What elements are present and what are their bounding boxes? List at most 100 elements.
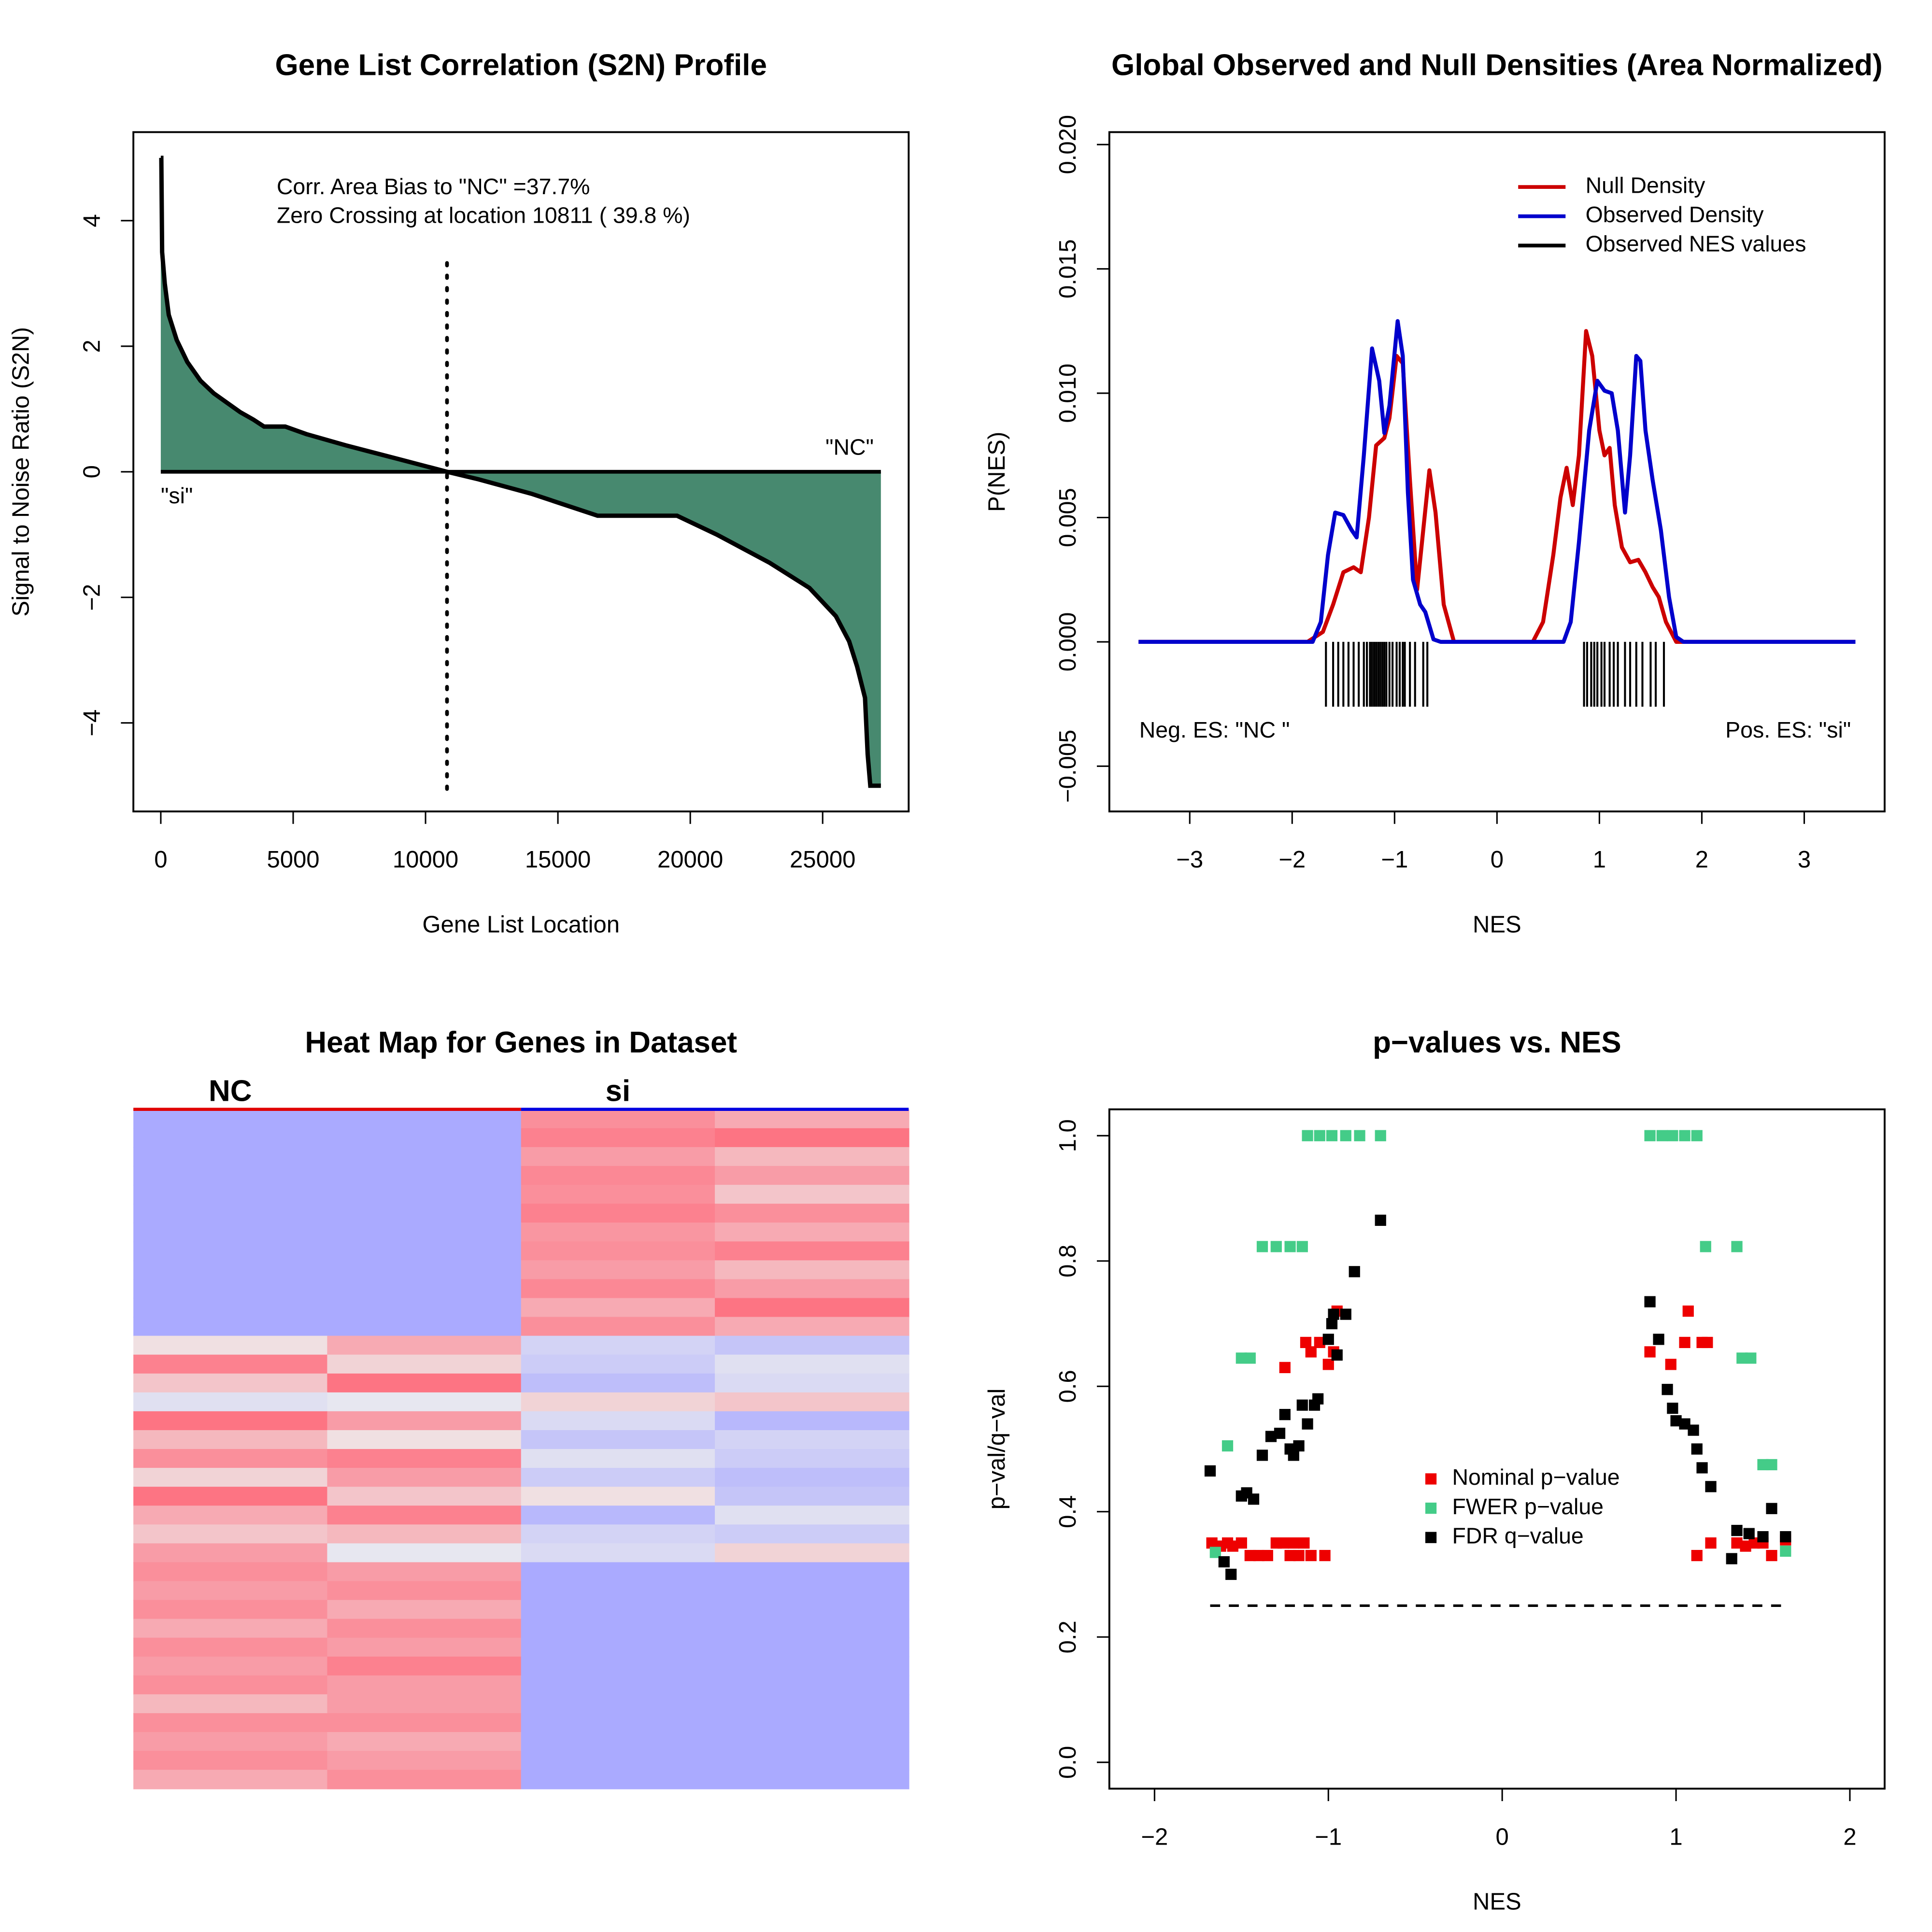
point: [1691, 1443, 1703, 1455]
heat-cell: [715, 1656, 909, 1676]
point: [1665, 1359, 1676, 1370]
heat-cell: [521, 1751, 716, 1771]
heat-cell: [521, 1637, 716, 1658]
point: [1314, 1130, 1325, 1141]
y-tick-label: 0.6: [1055, 1370, 1081, 1403]
y-tick-label: 1.0: [1055, 1119, 1081, 1152]
heat-cell: [327, 1694, 522, 1714]
heat-cell: [327, 1487, 522, 1506]
point: [1296, 1399, 1308, 1411]
y-tick-label: 0.0: [1055, 1746, 1081, 1779]
heat-cell: [521, 1298, 716, 1318]
point: [1236, 1537, 1247, 1549]
x-tick-label: 15000: [525, 847, 591, 873]
point: [1326, 1318, 1338, 1330]
point: [1705, 1537, 1717, 1549]
point: [1375, 1214, 1386, 1226]
legend-label: Observed NES values: [1586, 231, 1806, 256]
heat-cell: [327, 1770, 522, 1790]
annotation: Zero Crossing at location 10811 ( 39.8 %…: [277, 202, 690, 227]
heat-cell: [327, 1524, 522, 1544]
y-tick-label: −2: [79, 584, 105, 611]
x-tick-label: 0: [1491, 847, 1504, 873]
heat-cell: [327, 1317, 522, 1336]
point: [1248, 1493, 1260, 1505]
y-tick-label: 0: [79, 465, 105, 478]
x-tick-label: −2: [1279, 847, 1306, 873]
heat-cell: [327, 1260, 522, 1280]
heat-cell: [715, 1128, 909, 1148]
point: [1679, 1336, 1690, 1349]
heat-cell: [133, 1298, 328, 1318]
legend-label: FWER p−value: [1452, 1494, 1604, 1519]
heat-cell: [521, 1581, 716, 1601]
heat-cell: [521, 1713, 716, 1733]
heat-cell: [133, 1411, 328, 1431]
chart-title: Gene List Correlation (S2N) Profile: [275, 49, 767, 82]
heat-cell: [521, 1675, 716, 1695]
heat-cell: [327, 1128, 522, 1148]
point: [1679, 1418, 1690, 1430]
point: [1319, 1549, 1331, 1562]
heat-cell: [327, 1600, 522, 1619]
x-tick-label: 2: [1843, 1824, 1856, 1850]
heat-cell: [133, 1449, 328, 1469]
point: [1278, 1537, 1289, 1549]
heat-cell: [715, 1600, 909, 1619]
heat-cell: [327, 1279, 522, 1299]
point: [1700, 1241, 1711, 1252]
heat-cell: [715, 1279, 909, 1299]
point: [1218, 1556, 1230, 1568]
group-label: NC: [209, 1075, 252, 1108]
x-tick-label: 0: [154, 847, 167, 873]
heat-cell: [521, 1430, 716, 1450]
heat-cell: [715, 1430, 909, 1450]
heat-cell: [327, 1562, 522, 1582]
point: [1222, 1440, 1234, 1452]
point: [1653, 1334, 1664, 1345]
point: [1702, 1336, 1713, 1349]
heat-cell: [327, 1430, 522, 1450]
heat-cell: [715, 1411, 909, 1431]
point: [1731, 1241, 1743, 1252]
heat-cell: [715, 1260, 909, 1280]
heat-cell: [133, 1543, 328, 1563]
density-line: [1138, 319, 1856, 644]
heat-cell: [715, 1751, 909, 1771]
point: [1731, 1525, 1743, 1536]
heat-cell: [327, 1109, 522, 1129]
point: [1766, 1459, 1777, 1471]
heat-cell: [327, 1713, 522, 1733]
y-tick-label: 0.000: [1055, 612, 1081, 672]
heat-cell: [715, 1335, 909, 1355]
point: [1256, 1449, 1268, 1461]
point: [1227, 1540, 1238, 1552]
heat-cell: [327, 1656, 522, 1676]
heat-cell: [715, 1109, 909, 1129]
heat-cell: [327, 1185, 522, 1205]
heat-cell: [715, 1506, 909, 1525]
point: [1206, 1537, 1218, 1549]
y-tick-label: 0.010: [1055, 364, 1081, 423]
point: [1270, 1241, 1282, 1252]
y-tick-label: 0.020: [1055, 115, 1081, 174]
heat-cell: [133, 1185, 328, 1205]
heat-cell: [133, 1581, 328, 1601]
point: [1284, 1241, 1296, 1252]
heat-cell: [521, 1468, 716, 1488]
heat-cell: [715, 1732, 909, 1752]
heat-cell: [521, 1600, 716, 1619]
point: [1670, 1415, 1682, 1427]
point: [1340, 1308, 1351, 1320]
point: [1328, 1308, 1339, 1320]
point: [1644, 1130, 1656, 1141]
x-tick-label: 5000: [267, 847, 319, 873]
point: [1682, 1305, 1694, 1317]
heat-cell: [715, 1637, 909, 1658]
legend-label: FDR q−value: [1452, 1523, 1583, 1548]
heat-cell: [521, 1656, 716, 1676]
point: [1745, 1352, 1757, 1364]
heat-cell: [327, 1298, 522, 1318]
heat-cell: [133, 1732, 328, 1752]
